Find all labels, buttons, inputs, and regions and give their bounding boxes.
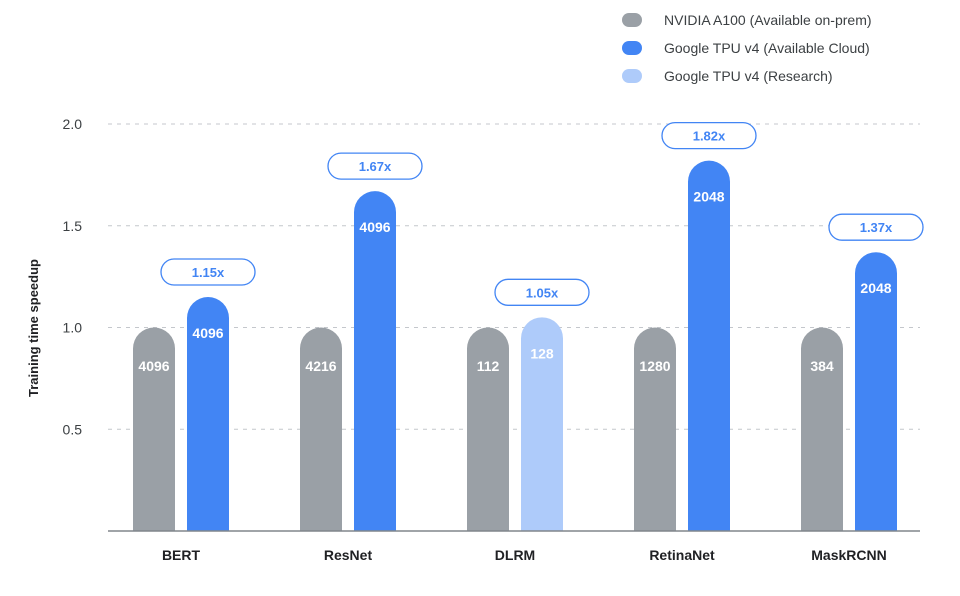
bar-value-label: 128	[530, 345, 554, 361]
bar-a100	[300, 327, 342, 531]
bar-group-maskrcnn: 384 2048 1.37x	[801, 213, 924, 531]
x-tick-label: MaskRCNN	[811, 547, 886, 563]
speedup-label: 1.05x	[526, 285, 559, 300]
speedup-label: 1.67x	[359, 159, 392, 174]
y-axis-ticks: 0.5 1.0 1.5 2.0	[63, 116, 83, 437]
bars: 4096 4096 1.15x 4216 4096 1.67x 112 128 1.05x 128…	[133, 121, 924, 531]
legend-item-tpu-v4-cloud: Google TPU v4 (Available Cloud)	[622, 34, 872, 62]
bar-tpu-v4	[521, 317, 563, 531]
grid-lines	[108, 123, 920, 430]
bar-value-label: 4096	[138, 358, 169, 374]
bar-tpu-v4	[354, 191, 396, 531]
y-tick-label: 2.0	[63, 116, 83, 132]
legend-item-nvidia-a100: NVIDIA A100 (Available on-prem)	[622, 6, 872, 34]
bar-value-label: 4096	[359, 219, 390, 235]
bar-value-label: 4216	[305, 358, 336, 374]
legend: NVIDIA A100 (Available on-prem) Google T…	[622, 6, 872, 90]
bar-tpu-v4	[187, 296, 229, 531]
bar-value-label: 1280	[639, 358, 670, 374]
x-tick-label: RetinaNet	[649, 547, 715, 563]
y-tick-label: 0.5	[63, 421, 83, 437]
speedup-badge	[661, 121, 757, 150]
y-tick-label: 1.5	[63, 218, 83, 234]
bar-group-dlrm: 112 128 1.05x	[467, 278, 590, 531]
speedup-badge	[160, 258, 256, 286]
speedup-label: 1.15x	[192, 265, 225, 280]
bar-value-label: 2048	[693, 189, 724, 205]
speedup-label: 1.37x	[860, 220, 893, 235]
x-tick-label: DLRM	[495, 547, 535, 563]
speedup-badge	[327, 152, 423, 180]
legend-swatch	[622, 41, 642, 55]
y-axis-label: Training time speedup	[26, 259, 41, 397]
legend-label: Google TPU v4 (Available Cloud)	[664, 40, 870, 56]
bar-group-bert: 4096 4096 1.15x	[133, 258, 256, 531]
bar-a100	[634, 327, 676, 531]
bar-a100	[133, 327, 175, 531]
speedup-badge	[494, 278, 590, 306]
bar-value-label: 112	[477, 358, 500, 374]
speedup-badge	[828, 213, 924, 241]
legend-label: Google TPU v4 (Research)	[664, 68, 833, 84]
speedup-label: 1.82x	[693, 129, 726, 144]
legend-swatch	[622, 69, 642, 83]
y-tick-label: 1.0	[63, 320, 83, 336]
legend-swatch	[622, 13, 642, 27]
bar-group-resnet: 4216 4096 1.67x	[300, 152, 423, 531]
bar-tpu-v4	[688, 160, 730, 531]
bar-a100	[801, 327, 843, 531]
x-tick-label: ResNet	[324, 547, 373, 563]
bar-group-retinanet: 1280 2048 1.82x	[634, 121, 757, 531]
legend-label: NVIDIA A100 (Available on-prem)	[664, 12, 872, 28]
bar-tpu-v4	[855, 252, 897, 531]
bar-value-label: 4096	[192, 325, 223, 341]
bar-value-label: 384	[810, 358, 834, 374]
bar-value-label: 2048	[860, 280, 891, 296]
legend-item-tpu-v4-research: Google TPU v4 (Research)	[622, 62, 872, 90]
x-axis-ticks: BERT ResNet DLRM RetinaNet MaskRCNN	[162, 547, 887, 563]
bar-a100	[467, 327, 509, 531]
x-tick-label: BERT	[162, 547, 201, 563]
